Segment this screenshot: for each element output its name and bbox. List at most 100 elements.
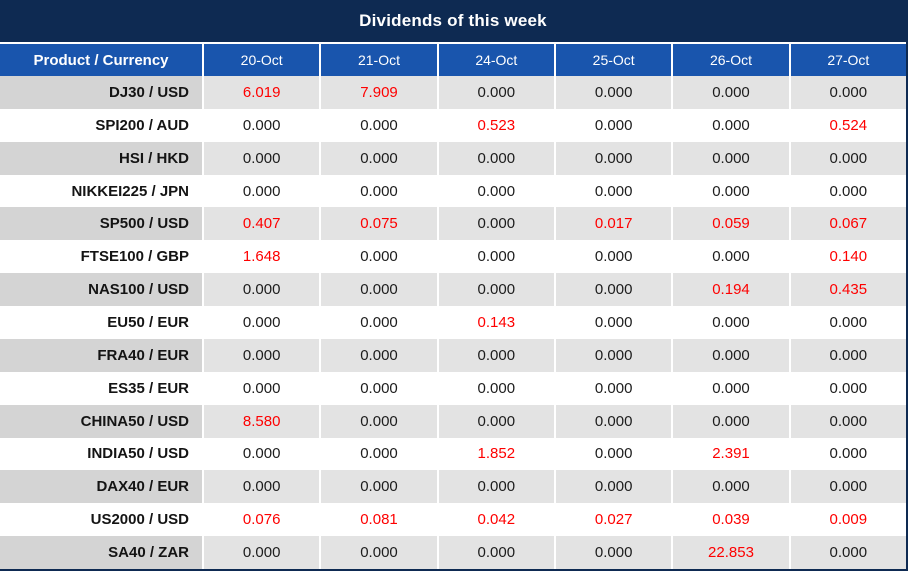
dividend-value: 0.407 xyxy=(204,207,320,241)
dividend-value: 0.000 xyxy=(673,371,789,405)
dividend-value: 0.000 xyxy=(204,174,320,208)
dividend-value: 0.000 xyxy=(673,76,789,109)
dividend-value: 0.039 xyxy=(673,503,789,537)
dividend-value: 0.000 xyxy=(790,404,906,438)
dividend-value: 0.000 xyxy=(673,174,789,208)
dividend-value: 0.000 xyxy=(438,141,554,175)
dividend-value: 0.000 xyxy=(438,273,554,307)
dividend-value: 0.000 xyxy=(790,536,906,569)
dividend-value: 0.000 xyxy=(556,404,672,438)
dividend-value: 0.000 xyxy=(673,404,789,438)
product-label: EU50 / EUR xyxy=(0,306,202,339)
dividend-value: 0.143 xyxy=(438,306,554,339)
dividend-value: 0.000 xyxy=(556,338,672,372)
dividend-value: 0.017 xyxy=(556,207,672,241)
dividend-value: 0.523 xyxy=(438,108,554,142)
product-label: SP500 / USD xyxy=(0,207,202,241)
dividend-value: 0.000 xyxy=(556,240,672,274)
table-title: Dividends of this week xyxy=(0,0,906,42)
dividend-value: 0.067 xyxy=(790,207,906,241)
dividend-value: 0.000 xyxy=(321,240,437,274)
dividend-value: 0.000 xyxy=(673,141,789,175)
column-header-date: 20-Oct xyxy=(204,44,320,76)
product-label: INDIA50 / USD xyxy=(0,437,202,471)
dividend-value: 0.000 xyxy=(438,470,554,504)
column-header-date: 24-Oct xyxy=(438,44,554,76)
dividend-value: 0.000 xyxy=(321,437,437,471)
dividend-value: 0.000 xyxy=(438,240,554,274)
dividend-value: 0.000 xyxy=(438,174,554,208)
product-label: US2000 / USD xyxy=(0,503,202,537)
dividend-value: 0.000 xyxy=(673,470,789,504)
dividend-value: 0.000 xyxy=(790,306,906,339)
dividend-value: 0.140 xyxy=(790,240,906,274)
dividend-value: 0.027 xyxy=(556,503,672,537)
dividend-value: 0.000 xyxy=(321,338,437,372)
dividend-value: 0.081 xyxy=(321,503,437,537)
dividend-value: 0.000 xyxy=(673,306,789,339)
dividend-value: 0.000 xyxy=(556,273,672,307)
dividend-value: 0.000 xyxy=(321,536,437,569)
dividend-value: 0.000 xyxy=(790,174,906,208)
dividends-grid: Product / Currency 20-Oct 21-Oct 24-Oct 25-O… xyxy=(0,44,906,569)
product-label: CHINA50 / USD xyxy=(0,404,202,438)
product-label: DAX40 / EUR xyxy=(0,470,202,504)
dividend-value: 7.909 xyxy=(321,76,437,109)
dividend-value: 1.852 xyxy=(438,437,554,471)
dividend-value: 0.000 xyxy=(321,108,437,142)
dividend-value: 0.000 xyxy=(321,273,437,307)
dividend-value: 0.000 xyxy=(790,338,906,372)
dividend-value: 0.000 xyxy=(438,76,554,109)
dividend-value: 0.000 xyxy=(321,404,437,438)
dividend-value: 0.000 xyxy=(438,536,554,569)
dividend-value: 0.000 xyxy=(204,470,320,504)
product-label: NAS100 / USD xyxy=(0,273,202,307)
dividend-value: 8.580 xyxy=(204,404,320,438)
dividend-value: 0.000 xyxy=(556,437,672,471)
dividend-value: 0.000 xyxy=(321,306,437,339)
column-header-date: 26-Oct xyxy=(673,44,789,76)
dividend-value: 0.000 xyxy=(556,306,672,339)
title-divider xyxy=(0,42,906,44)
product-label: SPI200 / AUD xyxy=(0,108,202,142)
dividend-value: 0.000 xyxy=(321,141,437,175)
dividend-value: 0.000 xyxy=(321,470,437,504)
dividend-value: 0.000 xyxy=(438,404,554,438)
dividend-value: 0.000 xyxy=(790,470,906,504)
dividend-value: 0.000 xyxy=(204,273,320,307)
dividend-value: 0.000 xyxy=(556,76,672,109)
column-header-date: 21-Oct xyxy=(321,44,437,76)
dividend-value: 0.000 xyxy=(790,437,906,471)
column-header-date: 25-Oct xyxy=(556,44,672,76)
dividend-value: 0.000 xyxy=(556,174,672,208)
product-label: ES35 / EUR xyxy=(0,371,202,405)
dividend-value: 0.000 xyxy=(790,76,906,109)
dividend-value: 0.000 xyxy=(790,371,906,405)
dividend-value: 0.000 xyxy=(556,141,672,175)
dividend-value: 0.009 xyxy=(790,503,906,537)
dividend-value: 0.000 xyxy=(204,141,320,175)
dividend-value: 0.000 xyxy=(556,470,672,504)
dividend-value: 0.000 xyxy=(556,536,672,569)
product-label: FRA40 / EUR xyxy=(0,338,202,372)
dividend-value: 0.000 xyxy=(556,108,672,142)
dividend-value: 2.391 xyxy=(673,437,789,471)
dividend-value: 0.000 xyxy=(204,536,320,569)
dividend-value: 0.042 xyxy=(438,503,554,537)
dividend-value: 0.000 xyxy=(438,338,554,372)
dividend-value: 0.000 xyxy=(673,338,789,372)
dividend-value: 0.000 xyxy=(321,174,437,208)
column-header-date: 27-Oct xyxy=(790,44,906,76)
dividend-value: 0.075 xyxy=(321,207,437,241)
product-label: FTSE100 / GBP xyxy=(0,240,202,274)
dividend-value: 0.000 xyxy=(438,371,554,405)
dividend-value: 0.194 xyxy=(673,273,789,307)
dividend-value: 6.019 xyxy=(204,76,320,109)
dividend-value: 0.000 xyxy=(204,371,320,405)
dividend-value: 0.000 xyxy=(204,306,320,339)
dividend-value: 0.000 xyxy=(204,108,320,142)
dividend-value: 0.000 xyxy=(204,338,320,372)
dividend-value: 0.000 xyxy=(204,437,320,471)
dividend-value: 0.000 xyxy=(438,207,554,241)
